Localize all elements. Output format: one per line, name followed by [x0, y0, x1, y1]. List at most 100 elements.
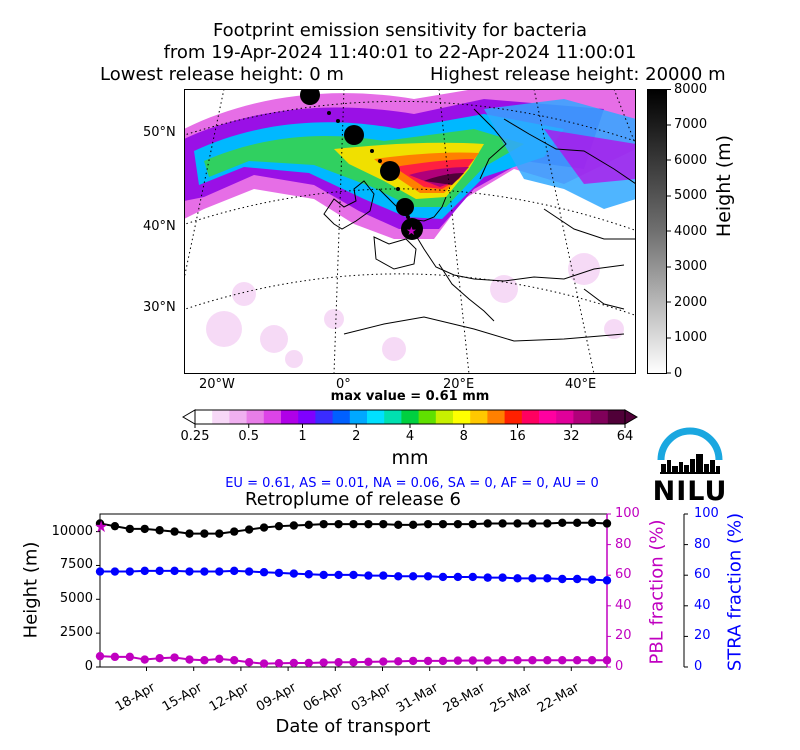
pbl-series-point: [110, 652, 120, 662]
value-cbar-swatch: [607, 410, 626, 424]
y-left-tick-label: 10000: [51, 523, 93, 539]
value-cbar-tick: 4: [405, 429, 415, 444]
pbl-series-point: [423, 656, 433, 666]
height-series-point: [528, 519, 537, 528]
value-cbar-swatch: [212, 410, 230, 424]
pbl-series-point: [334, 658, 343, 667]
height-cbar-tick-3000: 3000: [674, 259, 708, 274]
x-axis-label: Date of transport: [275, 716, 431, 737]
pbl-series-point: [558, 656, 567, 665]
pbl-series-point: [379, 657, 388, 666]
height-series-point: [483, 519, 492, 528]
pbl-series-point: [185, 655, 194, 664]
value-cbar-swatch: [590, 410, 609, 424]
value-cbar-swatch: [418, 410, 437, 424]
pbl-series-point: [483, 656, 492, 665]
height-series-point: [259, 523, 269, 532]
pbl-series-point: [274, 659, 284, 668]
stra-series-point: [364, 571, 373, 580]
stra-series-point: [394, 572, 403, 581]
value-cbar-swatch: [281, 410, 299, 424]
height-series-point: [513, 519, 522, 528]
y-pbl-tick-label: 20: [615, 628, 632, 644]
height-series-point: [379, 519, 388, 529]
pbl-series-point: [95, 651, 105, 661]
y-left-tick-label: 2500: [59, 625, 93, 641]
y-pbl-tick-label: 80: [615, 536, 632, 552]
pbl-series-point: [438, 656, 448, 666]
stra-series-point: [200, 567, 209, 576]
lat-label-30n: 30°N: [143, 300, 176, 315]
pbl-series-point: [453, 656, 463, 665]
stra-series-point: [140, 566, 149, 576]
value-cbar-tick: 0.5: [238, 429, 260, 444]
value-cbar-swatch: [539, 410, 557, 424]
y-axis-label-stra: STRA fraction (%): [724, 512, 746, 672]
value-cbar-swatch: [487, 410, 506, 424]
pbl-series-point: [304, 658, 313, 668]
pbl-series-point: [587, 656, 597, 665]
height-series-point: [155, 526, 164, 535]
stra-series-point: [289, 569, 299, 578]
y-pbl-tick-label: 40: [615, 597, 632, 613]
height-series-point: [170, 527, 179, 536]
value-cbar-swatch: [332, 410, 351, 424]
stra-series-point: [453, 572, 463, 582]
lat-label-40n: 40°N: [143, 219, 176, 234]
pbl-series-point: [513, 656, 522, 665]
pbl-series-point: [528, 656, 537, 665]
footprint-map: ★: [184, 89, 636, 374]
value-cbar-tick: 0.25: [180, 429, 210, 444]
height-cbar-tick-2000: 2000: [674, 295, 708, 310]
value-cbar-swatch: [315, 410, 334, 424]
value-cbar-swatch: [367, 410, 385, 424]
highest-release-height: Highest release height: 20000 m: [430, 64, 726, 85]
height-cbar-tick-1000: 1000: [674, 330, 708, 345]
pbl-series-point: [468, 656, 477, 665]
y-pbl-tick-label: 60: [615, 567, 632, 583]
stra-series-point: [95, 567, 105, 576]
y-pbl-tick-label: 100: [615, 506, 640, 521]
lon-label-20w: 20°W: [199, 377, 235, 392]
height-series-point: [319, 519, 328, 529]
height-series-point: [349, 519, 358, 529]
height-cbar-tick-6000: 6000: [674, 153, 708, 168]
value-cbar-swatch: [453, 410, 471, 424]
pbl-series-point: [408, 656, 418, 666]
stra-series-point: [155, 566, 164, 576]
height-series-point: [364, 519, 373, 529]
value-cbar-swatch: [298, 410, 316, 424]
pbl-series-point: [230, 656, 239, 665]
value-cbar-swatch: [401, 410, 420, 424]
value-cbar-swatch: [435, 410, 454, 424]
value-cbar-swatch: [195, 410, 213, 424]
stra-series-point: [379, 571, 388, 580]
height-series-point: [468, 519, 477, 529]
stra-series-point: [543, 574, 552, 583]
height-series-point: [543, 519, 552, 528]
y-left-tick-label: 0: [84, 659, 93, 674]
pbl-series-point: [140, 655, 149, 664]
stra-series-point: [498, 573, 507, 582]
stra-series-point: [230, 566, 239, 576]
height-cbar-tick-5000: 5000: [674, 188, 708, 203]
height-series-point: [244, 525, 254, 534]
value-cbar-tick: 16: [509, 429, 526, 444]
figure-title-line2: from 19-Apr-2024 11:40:01 to 22-Apr-2024…: [163, 42, 637, 63]
lon-label-0: 0°: [336, 377, 351, 392]
stra-series-point: [423, 572, 433, 581]
pbl-series-point: [498, 656, 507, 665]
height-cbar-tick-0: 0: [674, 366, 683, 381]
value-cbar-swatch: [349, 410, 368, 424]
stra-series-point: [349, 570, 358, 580]
lat-label-50n: 50°N: [143, 125, 176, 140]
stra-series-point: [319, 570, 328, 580]
pbl-series-point: [349, 658, 358, 667]
stra-series-point: [438, 572, 448, 582]
stra-series-point: [274, 568, 284, 578]
height-series-point: [438, 519, 448, 529]
pbl-series-point: [215, 654, 224, 664]
value-cbar-unit: mm: [391, 447, 429, 469]
stra-series-point: [558, 574, 567, 584]
value-cbar-swatch: [504, 410, 523, 424]
